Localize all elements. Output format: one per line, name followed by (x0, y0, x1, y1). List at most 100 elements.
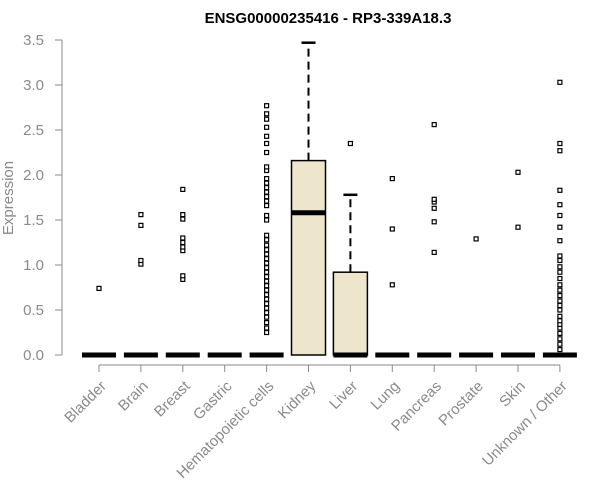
outlier-point (515, 224, 521, 230)
outlier-point (264, 301, 270, 307)
y-tick-label: 2.5 (23, 122, 44, 139)
outlier-point (264, 325, 270, 331)
outlier-point (138, 212, 144, 218)
outlier-point (557, 257, 563, 264)
outlier-point (557, 287, 563, 293)
outlier-point (264, 217, 270, 223)
outlier-point (264, 176, 270, 182)
x-tick-label: Lung (368, 378, 404, 414)
box-group (290, 41, 327, 356)
outlier-point (431, 205, 437, 211)
outlier-point (264, 194, 270, 200)
outlier-point (557, 202, 563, 208)
outlier-point (557, 330, 563, 336)
outlier-point (264, 269, 270, 275)
outlier-point (264, 320, 270, 326)
box-body (332, 271, 369, 356)
box-group (82, 285, 116, 358)
outlier-point (264, 287, 270, 293)
outlier-point (557, 224, 563, 230)
y-tick-label: 1.5 (23, 212, 44, 229)
outlier-point (557, 253, 563, 259)
outlier-point (557, 269, 563, 275)
outlier-point (264, 265, 270, 271)
y-tick-label: 0.0 (23, 347, 44, 364)
outlier-point (389, 226, 395, 232)
y-tick-label: 2.0 (23, 167, 44, 184)
outlier-point (180, 216, 186, 222)
outlier-point (180, 239, 186, 246)
outlier-point (431, 219, 437, 225)
outlier-point (264, 180, 270, 186)
outlier-point (389, 282, 395, 288)
outlier-point (264, 212, 270, 219)
outlier-point (264, 278, 270, 284)
outlier-point (557, 318, 563, 324)
y-axis-title: Expression (0, 161, 17, 235)
outlier-point (264, 189, 270, 195)
outlier-point (557, 307, 563, 313)
y-tick-label: 0.5 (23, 302, 44, 319)
outlier-point (180, 186, 186, 192)
outlier-point (557, 313, 563, 319)
box-group (249, 103, 284, 358)
outlier-point (264, 140, 270, 147)
outlier-point (264, 314, 270, 320)
outlier-point (264, 111, 270, 117)
outlier-point (431, 121, 437, 128)
outlier-point (264, 116, 270, 122)
outlier-point (264, 260, 270, 266)
outlier-point (557, 187, 563, 193)
outlier-point (264, 185, 270, 191)
x-tick-label: Prostate (435, 378, 487, 430)
outlier-point (264, 296, 270, 302)
box-group (375, 176, 410, 358)
x-tick-label: Liver (326, 378, 361, 413)
outlier-point (264, 198, 270, 204)
y-tick-label: 3.5 (23, 32, 44, 49)
outlier-point (264, 329, 270, 336)
outlier-point (264, 232, 270, 238)
box-group (501, 169, 535, 358)
x-tick-label: Bladder (61, 378, 110, 427)
outlier-point (557, 140, 563, 147)
outlier-point (431, 196, 437, 202)
box-group (542, 79, 577, 358)
outlier-point (138, 257, 144, 264)
outlier-point (557, 148, 563, 154)
y-tick-label: 1.0 (23, 257, 44, 274)
box-group (123, 212, 158, 358)
outlier-point (557, 298, 563, 304)
outlier-point (264, 310, 270, 316)
box-group (417, 121, 452, 358)
outlier-point (557, 264, 563, 270)
x-tick-label: Breast (151, 377, 194, 420)
outlier-point (264, 149, 270, 156)
outlier-point (557, 275, 563, 282)
outlier-point (264, 203, 270, 209)
outlier-point (264, 242, 270, 248)
chart-title: ENSG00000235416 - RP3-339A18.3 (205, 10, 452, 27)
outlier-point (557, 238, 563, 244)
outlier-point (264, 124, 270, 130)
outlier-point (264, 251, 270, 257)
outlier-point (96, 285, 102, 291)
y-axis: 0.0 0.5 1.0 1.5 2.0 2.5 3.0 3.5 (23, 32, 63, 364)
outlier-point (557, 293, 563, 299)
x-tick-label: Brain (115, 378, 152, 415)
outlier-point (264, 292, 270, 298)
outlier-point (264, 247, 270, 253)
outlier-point (557, 79, 563, 85)
box-group (332, 140, 369, 358)
outlier-point (431, 249, 437, 255)
plot-area (82, 41, 577, 358)
x-tick-label: Kidney (275, 377, 320, 422)
outlier-point (138, 222, 144, 228)
outlier-point (180, 212, 186, 218)
outlier-point (180, 235, 186, 241)
box-group (165, 186, 200, 358)
outlier-point (264, 283, 270, 289)
outlier-point (389, 176, 395, 182)
outlier-point (264, 305, 270, 311)
